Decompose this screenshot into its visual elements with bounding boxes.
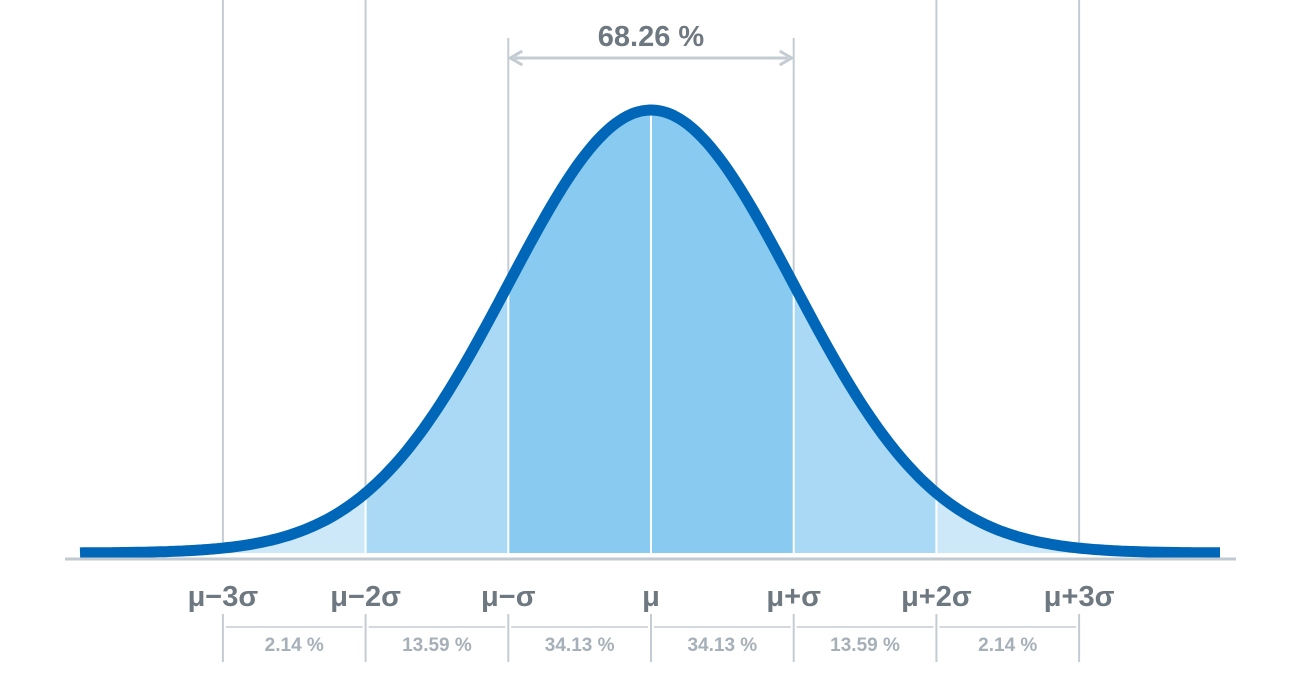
segment-percent-label: 2.14 %	[265, 635, 324, 656]
guide-lines	[221, 0, 1081, 543]
band-dividers	[221, 110, 1081, 553]
top-annotation: 68.26 %	[507, 21, 795, 67]
tick-label: μ	[642, 581, 660, 613]
tick-label: μ−σ	[481, 581, 536, 613]
bell-curve-line	[78, 104, 1222, 559]
percent-labels: 2.14 % 13.59 % 34.13 % 34.13 % 13.59 % 2.14 %	[265, 635, 1038, 656]
annotation-label: 68.26 %	[598, 21, 705, 53]
segment-percent-label: 13.59 %	[830, 635, 900, 656]
arrow-right-icon	[778, 49, 795, 67]
tick-label: μ−2σ	[330, 581, 401, 613]
tick-label: μ+3σ	[1044, 581, 1115, 613]
segment-percent-label: 13.59 %	[402, 635, 472, 656]
tick-label: μ+σ	[766, 581, 821, 613]
segment-percent-label: 34.13 %	[687, 635, 757, 656]
tick-label: μ−3σ	[188, 581, 259, 613]
arrow-left-icon	[507, 49, 524, 67]
tick-labels: μ−3σ μ−2σ μ−σ μ μ+σ μ+2σ μ+3σ	[188, 581, 1115, 613]
segment-percent-label: 2.14 %	[978, 635, 1037, 656]
tick-label: μ+2σ	[901, 581, 972, 613]
segment-percent-label: 34.13 %	[545, 635, 615, 656]
percent-brackets	[221, 614, 1081, 662]
